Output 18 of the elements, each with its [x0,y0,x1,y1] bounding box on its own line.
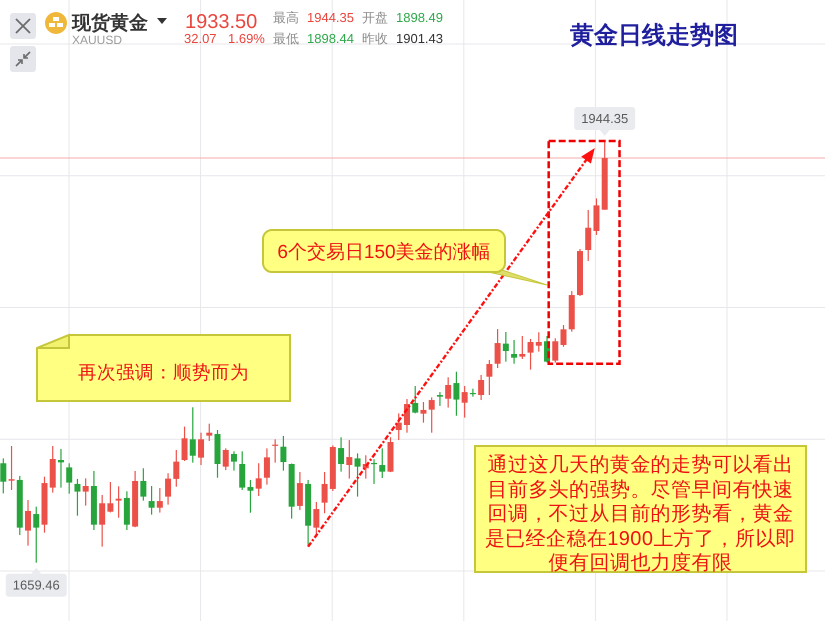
annotation: 再次强调：顺势而为 [78,362,249,383]
annotation: 1944.35 [581,111,628,126]
annotation: 6个交易日150美金的涨幅 [277,240,491,263]
text: 昨收 [362,31,388,46]
text: 现货黄金 [71,12,148,34]
text: 最高 [273,10,299,25]
text: 1901.43 [396,31,443,46]
text: 开盘 [362,10,388,25]
annotation: 1659.46 [12,578,60,593]
text: 1944.35 [307,10,354,25]
text: XAUUSD [72,33,122,47]
text: 1898.44 [307,31,354,46]
text: 1.69% [228,31,266,46]
text: 1933.50 [185,11,258,33]
text: 1898.49 [396,10,443,25]
text: 32.07 [184,31,217,46]
chart-title: 黄金日线走势图 [569,20,738,49]
text: 最低 [273,31,299,46]
